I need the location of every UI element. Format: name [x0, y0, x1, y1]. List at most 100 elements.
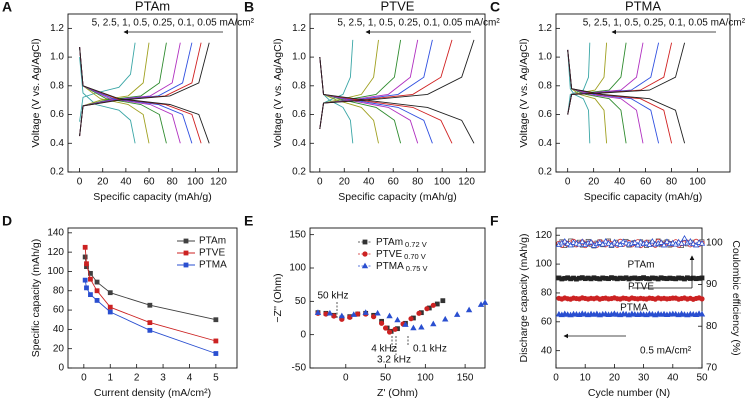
y-tick-label: 140	[47, 227, 64, 238]
y-tick-label: 0.8	[292, 80, 306, 91]
x-tick-label: 40	[120, 177, 132, 188]
data-point	[107, 290, 113, 296]
y-tick-label: -50	[292, 363, 307, 374]
data-point	[424, 306, 430, 312]
legend-marker	[183, 238, 189, 244]
data-point	[107, 309, 113, 315]
legend-marker	[183, 262, 189, 268]
data-point	[643, 239, 650, 246]
x-tick-label: 40	[614, 177, 626, 188]
data-point	[362, 309, 369, 315]
curve	[79, 42, 181, 137]
y-tick-label: 0.4	[538, 138, 552, 149]
x-tick-label: 100	[187, 177, 204, 188]
y-tick-label: 0.6	[50, 109, 64, 120]
curve	[79, 42, 202, 137]
x-tick-label: 0	[553, 373, 559, 384]
data-point	[587, 238, 595, 245]
y-tick-label: 120	[535, 230, 552, 241]
data-point	[622, 239, 630, 246]
curve	[79, 42, 136, 122]
y-tick-label: 1.0	[292, 52, 306, 63]
data-point	[338, 312, 346, 319]
curve	[567, 49, 608, 144]
curve	[567, 49, 673, 144]
data-point	[453, 311, 461, 317]
data-point	[402, 321, 409, 327]
panel-letter: B	[244, 0, 254, 15]
y-tick-label: 150	[289, 229, 306, 240]
legend-subscript: 0.75 V	[406, 264, 428, 273]
data-point	[678, 240, 685, 246]
y-tick-label: 80	[53, 285, 65, 296]
x-tick-label: 60	[388, 177, 400, 188]
y-tick-label: 0.2	[538, 167, 552, 178]
y-tick-label: 0	[58, 363, 64, 374]
data-point	[392, 326, 398, 332]
y2-axis-label: Coulombic efficiency (%)	[730, 240, 742, 355]
data-point	[382, 325, 389, 331]
data-point	[88, 292, 93, 298]
rate-annotation: 5, 2.5, 1, 0.5, 0.25, 0.1, 0.05 mA/cm²	[92, 18, 255, 29]
panel-letter: C	[490, 0, 500, 15]
legend-label: PTAm 0.72 V	[376, 237, 427, 249]
data-point	[331, 313, 337, 319]
x-tick-label: 0	[77, 177, 83, 188]
data-point	[350, 311, 357, 317]
x-axis-label: Z' (Ohm)	[377, 387, 418, 399]
y2-tick-label: 80	[706, 321, 718, 332]
data-point	[107, 304, 113, 310]
data-point	[371, 314, 377, 320]
data-point	[649, 237, 656, 244]
data-point	[440, 298, 446, 304]
y-tick-label: 20	[53, 343, 65, 354]
data-point	[82, 277, 88, 283]
data-point	[634, 241, 641, 248]
data-point	[374, 309, 381, 316]
data-point	[147, 320, 153, 326]
data-point	[410, 324, 417, 331]
legend-subscript: 0.72 V	[405, 240, 427, 249]
y-tick-label: 1.2	[292, 23, 306, 34]
data-point	[698, 240, 706, 246]
curve	[567, 49, 686, 144]
rate-annotation: 5, 2.5, 1, 0.5, 0.25, 0.1, 0.05 mA/cm²	[583, 18, 746, 29]
curve	[567, 42, 660, 115]
data-point	[84, 285, 89, 291]
x-tick-label: 20	[588, 177, 600, 188]
x-tick-label: 3	[160, 373, 166, 384]
rate-annotation: 5, 2.5, 1, 0.5, 0.25, 0.1, 0.05 mA/cm²	[337, 18, 500, 29]
x-tick-label: 100	[689, 177, 706, 188]
x-tick-label: 1	[107, 373, 113, 384]
data-point	[430, 302, 436, 308]
curve	[567, 49, 591, 144]
y2-tick-label: 90	[706, 279, 718, 290]
data-point	[378, 320, 385, 326]
y-tick-label: 60	[53, 305, 65, 316]
curve	[319, 57, 475, 144]
y-tick-label: 50	[295, 296, 307, 307]
x-tick-label: 60	[640, 177, 652, 188]
series-label: PTVE	[628, 282, 654, 293]
legend-label: PTVE 0.70 V	[376, 249, 426, 261]
data-point	[147, 327, 153, 333]
data-point	[646, 241, 653, 247]
curve	[79, 42, 210, 137]
x-tick-label: 5	[213, 373, 219, 384]
data-point	[611, 238, 618, 245]
y-tick-label: 0.2	[292, 167, 306, 178]
data-point	[88, 276, 93, 282]
data-point	[605, 240, 612, 246]
y-tick-label: 100	[47, 266, 64, 277]
data-point	[481, 299, 489, 305]
curve	[567, 49, 660, 144]
y-tick-label: 0	[300, 329, 306, 340]
data-point	[213, 351, 219, 356]
legend-marker	[362, 239, 368, 245]
data-point	[660, 241, 668, 248]
x-axis-label: Specific capacity (mAh/g)	[93, 191, 211, 203]
y-axis-label: Voltage (V vs. Ag/AgCl)	[518, 38, 530, 147]
curve	[319, 57, 453, 144]
data-point	[657, 239, 665, 245]
